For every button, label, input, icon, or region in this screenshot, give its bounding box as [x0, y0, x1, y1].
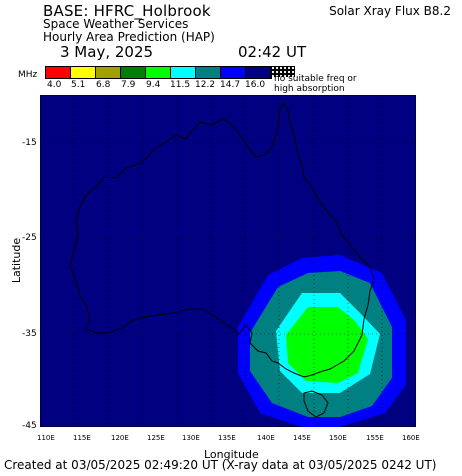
frequency-legend	[45, 66, 272, 79]
legend-swatch	[46, 67, 71, 78]
base-title: BASE: HFRC_Holbrook	[43, 2, 211, 20]
lat-tick: -45	[22, 421, 37, 431]
lon-tick: 110E	[37, 434, 55, 442]
legend-swatch	[196, 67, 221, 78]
legend-value: 12.2	[195, 80, 216, 90]
y-axis-label: Latitude	[10, 237, 24, 284]
lon-tick: 130E	[182, 434, 200, 442]
lon-tick: 135E	[218, 434, 236, 442]
prediction-type: Hourly Area Prediction (HAP)	[43, 30, 215, 44]
legend-value: 11.5	[170, 80, 191, 90]
lon-tick: 125E	[147, 434, 165, 442]
prediction-map	[40, 95, 416, 427]
frequency-contours	[238, 255, 406, 427]
lon-tick: 140E	[257, 434, 275, 442]
lat-tick: -35	[22, 329, 37, 339]
lon-tick: 120E	[111, 434, 129, 442]
lat-tick: -15	[22, 138, 37, 148]
service-name: Space Weather Services	[43, 17, 189, 31]
no-frequency-swatch	[271, 66, 295, 77]
legend-swatch	[221, 67, 246, 78]
x-axis-label: Longitude	[204, 448, 259, 461]
legend-swatch	[71, 67, 96, 78]
no-suitable-note: no suitable freq or high absorption	[274, 74, 357, 94]
legend-value: 7.9	[121, 80, 136, 90]
no-suitable-line1: no suitable freq or	[274, 74, 357, 84]
legend-value: 6.8	[96, 80, 111, 90]
no-suitable-line2: high absorption	[274, 84, 345, 94]
australia-coastline	[69, 102, 375, 378]
legend-swatch	[171, 67, 196, 78]
solar-flux: Solar Xray Flux B8.2	[329, 4, 451, 18]
legend-unit: MHz	[18, 70, 38, 80]
legend-value: 14.7	[220, 80, 241, 90]
legend-swatch	[96, 67, 121, 78]
time-label: 02:42 UT	[238, 43, 307, 61]
contour-green	[286, 307, 368, 383]
lon-tick: 145E	[293, 434, 311, 442]
created-footer: Created at 03/05/2025 02:49:20 UT (X-ray…	[4, 458, 437, 472]
legend-swatch	[121, 67, 146, 78]
legend-value: 9.4	[146, 80, 161, 90]
date-label: 3 May, 2025	[60, 43, 154, 61]
legend-value: 5.1	[71, 80, 86, 90]
lon-tick: 160E	[402, 434, 420, 442]
lon-tick: 155E	[366, 434, 384, 442]
lat-tick: -25	[22, 233, 37, 243]
tasmania-coastline	[303, 390, 329, 418]
legend-value: 16.0	[245, 80, 266, 90]
lon-tick: 150E	[329, 434, 347, 442]
grid-lines	[40, 95, 416, 427]
legend-swatch	[146, 67, 171, 78]
legend-swatch	[246, 67, 271, 78]
lon-tick: 115E	[73, 434, 91, 442]
legend-value: 4.0	[47, 80, 62, 90]
